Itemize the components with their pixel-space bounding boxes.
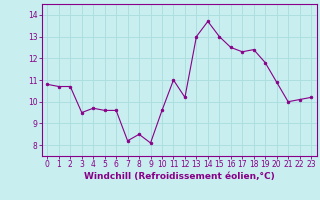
X-axis label: Windchill (Refroidissement éolien,°C): Windchill (Refroidissement éolien,°C) (84, 172, 275, 181)
